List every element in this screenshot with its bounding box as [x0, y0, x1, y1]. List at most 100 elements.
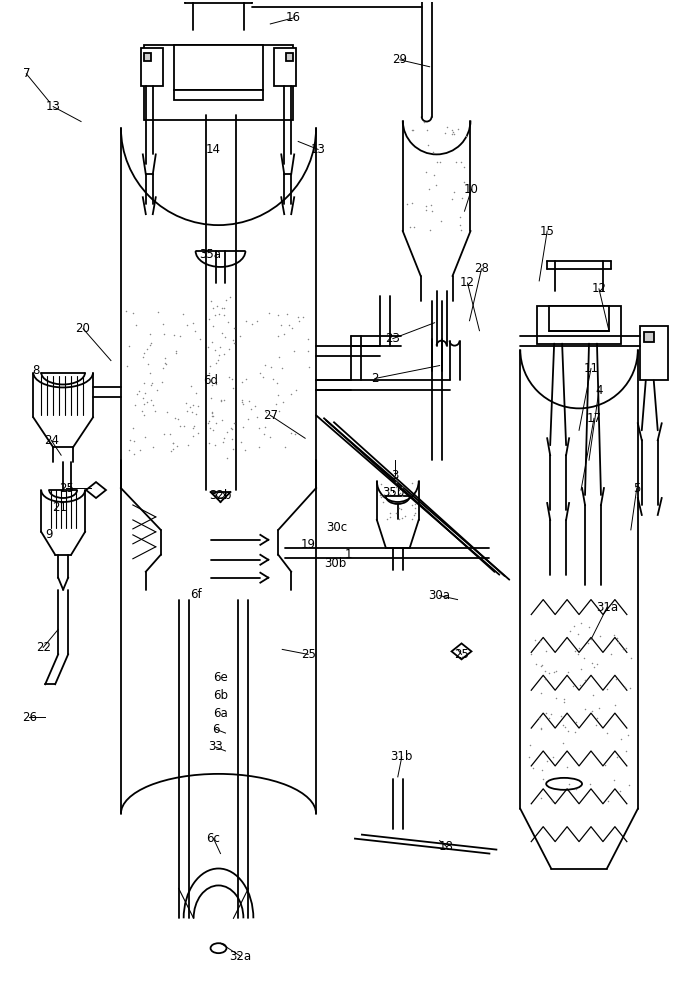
Bar: [644, 332, 654, 342]
Point: [612, 749, 623, 765]
Point: [451, 154, 462, 170]
Bar: [144, 53, 151, 61]
Point: [216, 412, 227, 428]
Text: 24: 24: [43, 434, 58, 447]
Point: [573, 626, 584, 642]
Point: [419, 114, 430, 130]
Point: [570, 781, 581, 797]
Text: 25: 25: [301, 648, 316, 661]
Point: [264, 429, 275, 445]
Point: [228, 332, 239, 348]
Bar: [173, 45, 264, 90]
Point: [144, 365, 155, 381]
Point: [191, 385, 202, 401]
Point: [138, 345, 149, 361]
Point: [594, 628, 605, 644]
Point: [579, 701, 590, 717]
Point: [455, 154, 466, 170]
Point: [226, 371, 237, 387]
Point: [583, 619, 594, 635]
Point: [268, 371, 279, 387]
Point: [168, 435, 179, 451]
Point: [447, 126, 458, 142]
Point: [204, 358, 215, 374]
Point: [586, 655, 597, 671]
Point: [168, 441, 179, 457]
Point: [142, 341, 153, 357]
Point: [223, 314, 234, 330]
Point: [147, 397, 158, 413]
Point: [591, 717, 602, 733]
Point: [289, 426, 300, 442]
Point: [279, 439, 290, 455]
Point: [407, 195, 418, 211]
Point: [622, 727, 633, 743]
Point: [535, 633, 546, 649]
Point: [252, 409, 263, 425]
Point: [158, 316, 169, 332]
Point: [620, 679, 631, 695]
Point: [535, 790, 546, 806]
Point: [210, 342, 221, 358]
Point: [146, 335, 157, 351]
Point: [207, 300, 218, 316]
Point: [409, 507, 420, 523]
Point: [574, 640, 585, 656]
Point: [127, 305, 138, 321]
Point: [122, 358, 133, 374]
Point: [550, 663, 561, 679]
Point: [601, 725, 612, 741]
Text: 6a: 6a: [213, 707, 228, 720]
Bar: [286, 53, 293, 61]
Point: [151, 382, 162, 398]
Point: [189, 418, 200, 434]
Point: [580, 672, 591, 688]
Point: [222, 424, 233, 440]
Point: [586, 703, 597, 719]
Point: [548, 749, 559, 765]
Point: [221, 450, 232, 466]
Point: [228, 320, 239, 336]
Point: [396, 501, 407, 517]
Point: [207, 318, 218, 334]
Point: [204, 413, 215, 429]
Point: [253, 439, 264, 455]
Polygon shape: [451, 643, 471, 659]
Point: [563, 723, 574, 739]
Point: [149, 403, 160, 419]
Point: [535, 685, 546, 701]
Point: [175, 328, 186, 344]
Point: [606, 646, 617, 662]
Text: 23: 23: [385, 332, 400, 345]
Point: [252, 313, 263, 329]
Point: [146, 392, 157, 408]
Point: [271, 396, 282, 412]
Point: [547, 793, 558, 809]
Point: [182, 317, 193, 333]
Point: [575, 677, 586, 693]
Text: 13: 13: [45, 100, 61, 113]
Point: [206, 377, 217, 393]
Point: [569, 643, 580, 659]
Point: [148, 439, 159, 455]
Point: [376, 476, 387, 492]
Point: [218, 434, 229, 450]
Text: 18: 18: [439, 840, 454, 853]
Point: [536, 762, 547, 778]
Point: [170, 410, 181, 426]
Point: [160, 355, 171, 371]
Point: [285, 425, 296, 441]
Point: [303, 343, 314, 359]
Point: [588, 687, 599, 703]
Point: [138, 349, 149, 365]
Point: [224, 289, 235, 305]
Point: [257, 369, 268, 385]
Point: [207, 408, 218, 424]
Text: 19: 19: [301, 538, 316, 551]
Point: [609, 772, 620, 788]
Text: 5: 5: [633, 482, 641, 495]
Point: [303, 331, 314, 347]
Point: [620, 640, 631, 656]
Point: [455, 222, 466, 238]
Point: [125, 432, 136, 448]
